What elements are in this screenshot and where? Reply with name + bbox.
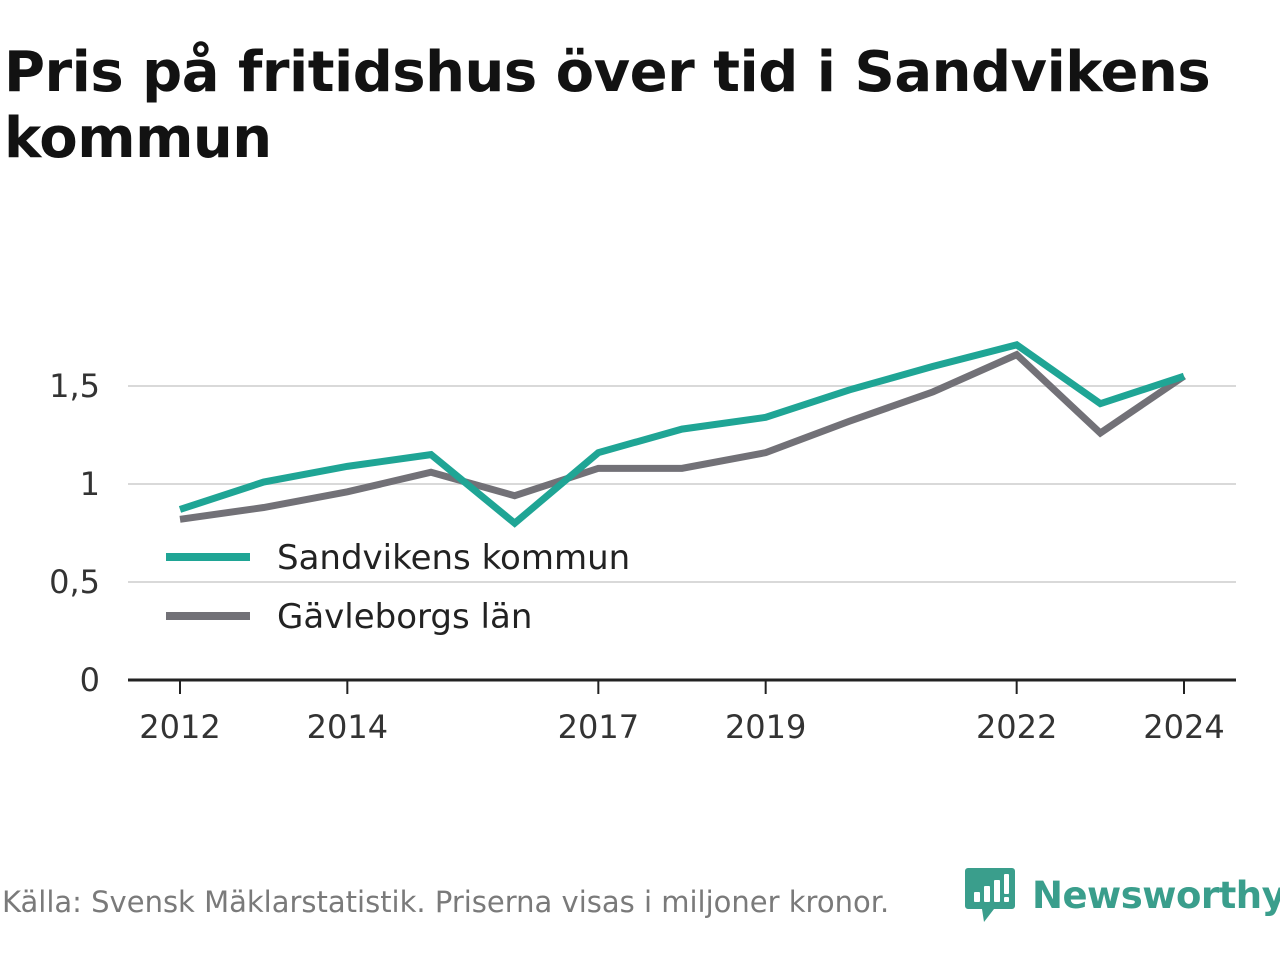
x-tick-label: 2014 (307, 708, 388, 746)
legend-label: Sandvikens kommun (277, 538, 630, 578)
legend: Sandvikens kommun Gävleborgs län (152, 530, 666, 637)
y-tick-label: 1 (80, 465, 100, 503)
y-tick-label: 0,5 (49, 563, 100, 601)
source-note: Källa: Svensk Mäklarstatistik. Priserna … (2, 885, 890, 919)
x-tick-label: 2019 (725, 708, 806, 746)
x-axis-ticks: 2012 2014 2017 2019 2022 2024 (139, 680, 1225, 746)
series-line-0 (178, 341, 1186, 528)
brand-logo[interactable]: Newsworthy (964, 866, 1280, 924)
series-lines (178, 341, 1186, 528)
legend-label: Gävleborgs län (277, 597, 532, 637)
brand-name: Newsworthy (1032, 873, 1280, 917)
newsworthy-logo-icon (965, 868, 1015, 922)
y-tick-label: 1,5 (49, 367, 100, 405)
x-tick-label: 2022 (976, 708, 1057, 746)
x-tick-label: 2012 (139, 708, 220, 746)
chart-title: Pris på fritidshus över tid i Sandvikens… (4, 40, 1211, 171)
x-tick-label: 2017 (558, 708, 639, 746)
y-axis-tick-labels: 0 0,5 1 1,5 (49, 367, 100, 699)
series-line-1 (179, 350, 1186, 523)
x-tick-label: 2024 (1143, 708, 1224, 746)
y-tick-label: 0 (80, 661, 100, 699)
